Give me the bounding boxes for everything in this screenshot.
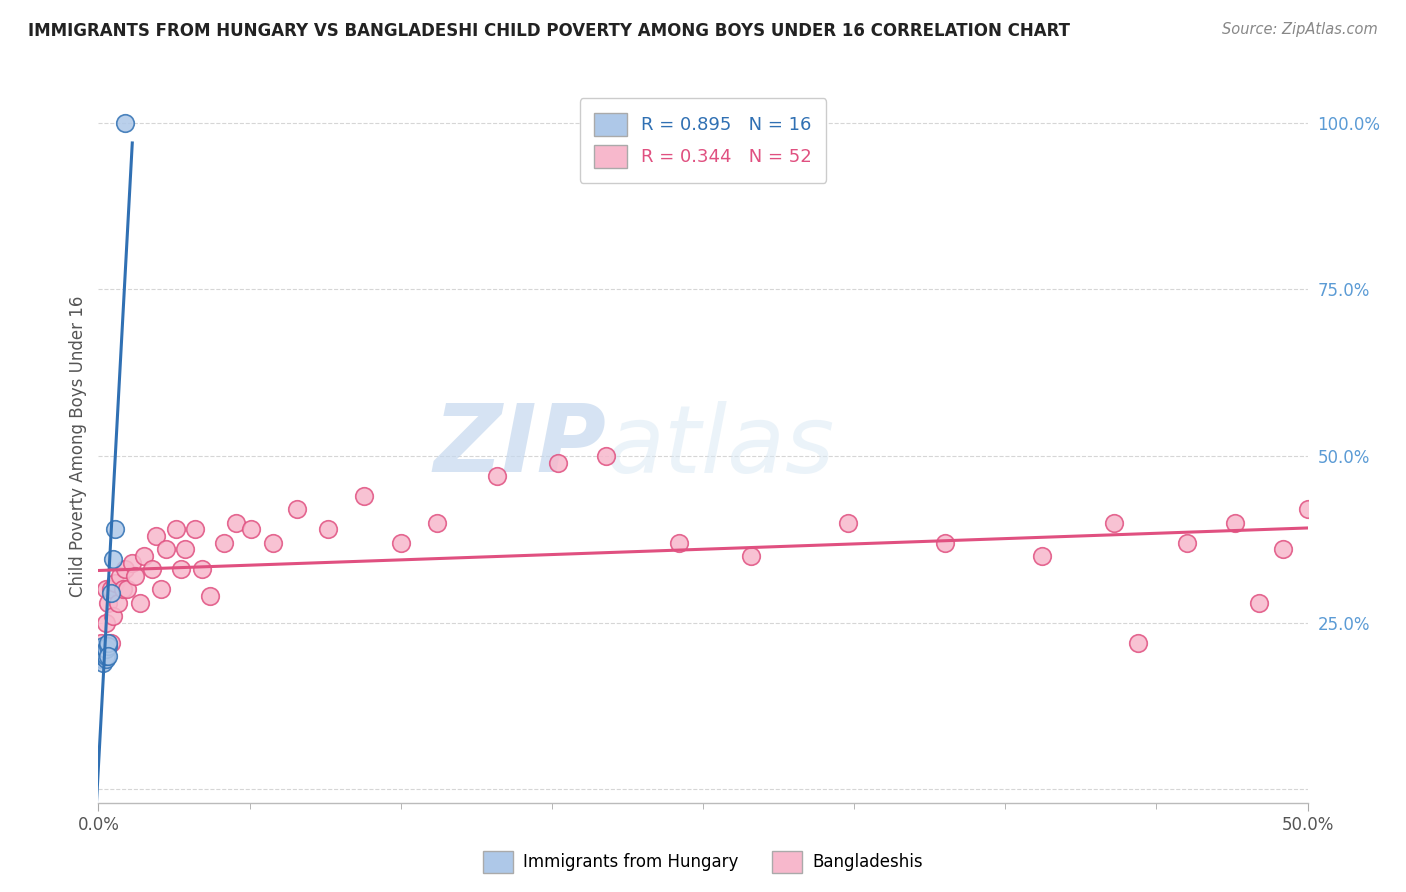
Point: [1031, 549, 1053, 563]
Point: [94, 652, 117, 666]
Point: [389, 535, 412, 549]
Point: [111, 582, 134, 597]
Point: [128, 596, 150, 610]
Point: [486, 469, 509, 483]
Point: [165, 522, 187, 536]
Point: [94, 582, 117, 597]
Point: [239, 522, 262, 536]
Point: [1128, 636, 1150, 650]
Point: [100, 636, 122, 650]
Point: [101, 609, 124, 624]
Point: [90, 636, 112, 650]
Point: [212, 535, 235, 549]
Point: [97, 596, 120, 610]
Point: [150, 582, 173, 597]
Point: [90, 652, 112, 666]
Point: [191, 562, 214, 576]
Point: [169, 562, 191, 576]
Point: [104, 522, 127, 536]
Point: [91, 639, 114, 653]
Point: [114, 562, 136, 576]
Point: [108, 569, 131, 583]
Point: [155, 542, 177, 557]
Point: [1249, 596, 1271, 610]
Point: [1102, 516, 1125, 530]
Point: [114, 115, 136, 129]
Point: [595, 449, 617, 463]
Point: [104, 575, 127, 590]
Point: [1223, 516, 1246, 530]
Point: [100, 585, 122, 599]
Point: [547, 456, 569, 470]
Point: [91, 649, 114, 664]
Point: [124, 569, 146, 583]
Point: [90, 642, 112, 657]
Point: [141, 562, 163, 576]
Point: [934, 535, 956, 549]
Point: [1296, 502, 1319, 516]
Text: Source: ZipAtlas.com: Source: ZipAtlas.com: [1222, 22, 1378, 37]
Point: [94, 615, 117, 630]
Point: [91, 649, 114, 664]
Legend: R = 0.895   N = 16, R = 0.344   N = 52: R = 0.895 N = 16, R = 0.344 N = 52: [579, 98, 827, 183]
Point: [97, 639, 120, 653]
Point: [316, 522, 339, 536]
Text: ZIP: ZIP: [433, 400, 606, 492]
Legend: Immigrants from Hungary, Bangladeshis: Immigrants from Hungary, Bangladeshis: [477, 845, 929, 880]
Y-axis label: Child Poverty Among Boys Under 16: Child Poverty Among Boys Under 16: [69, 295, 87, 597]
Point: [262, 535, 284, 549]
Point: [353, 489, 375, 503]
Point: [285, 502, 308, 516]
Point: [91, 656, 114, 670]
Point: [94, 642, 117, 657]
Point: [97, 649, 120, 664]
Point: [198, 589, 221, 603]
Point: [90, 646, 112, 660]
Point: [426, 516, 449, 530]
Point: [145, 529, 167, 543]
Point: [740, 549, 762, 563]
Point: [117, 582, 139, 597]
Point: [1175, 535, 1198, 549]
Point: [101, 552, 124, 566]
Point: [225, 516, 247, 530]
Point: [1272, 542, 1295, 557]
Point: [100, 582, 122, 597]
Point: [668, 535, 690, 549]
Text: IMMIGRANTS FROM HUNGARY VS BANGLADESHI CHILD POVERTY AMONG BOYS UNDER 16 CORRELA: IMMIGRANTS FROM HUNGARY VS BANGLADESHI C…: [28, 22, 1070, 40]
Point: [837, 516, 859, 530]
Point: [94, 649, 117, 664]
Point: [174, 542, 197, 557]
Text: atlas: atlas: [606, 401, 835, 491]
Point: [107, 596, 129, 610]
Point: [134, 549, 156, 563]
Point: [121, 556, 143, 570]
Point: [97, 636, 120, 650]
Point: [184, 522, 207, 536]
